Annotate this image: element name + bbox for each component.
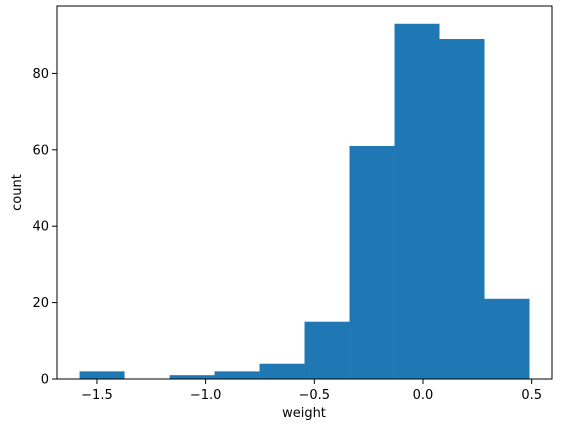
x-tick-label: 0.0 xyxy=(413,388,434,403)
y-tick-label: 40 xyxy=(32,220,49,235)
x-tick-label: 0.5 xyxy=(521,388,542,403)
histogram-bar xyxy=(439,39,485,380)
histogram-bar xyxy=(394,23,440,380)
x-axis-label: weight xyxy=(282,406,326,421)
x-tick-label: −1.5 xyxy=(81,388,113,403)
histogram-bar xyxy=(79,371,125,379)
histogram-bar xyxy=(304,321,350,379)
y-tick-label: 80 xyxy=(32,67,49,82)
axes-frame xyxy=(56,5,553,380)
histogram-bars xyxy=(79,23,530,380)
x-axis-ticks: −1.5 −1.0 −0.5 0.0 0.5 xyxy=(81,379,542,403)
histogram-bar xyxy=(484,298,530,379)
histogram-bar xyxy=(169,375,215,379)
y-axis-label: count xyxy=(10,174,25,211)
y-tick-label: 0 xyxy=(41,373,49,388)
y-tick-label: 20 xyxy=(32,296,49,311)
histogram-bar xyxy=(259,363,305,379)
x-tick-label: −1.0 xyxy=(190,388,222,403)
histogram-bar xyxy=(214,371,260,379)
y-axis-ticks: 0 20 40 60 80 xyxy=(32,67,57,388)
y-tick-label: 60 xyxy=(32,143,49,158)
x-tick-label: −0.5 xyxy=(299,388,331,403)
histogram-bar xyxy=(349,145,395,379)
